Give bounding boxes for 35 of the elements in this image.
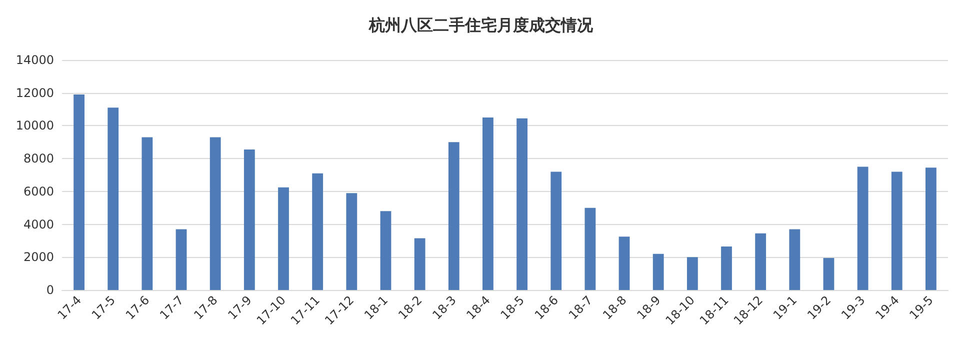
bar	[346, 193, 358, 290]
bar	[278, 187, 289, 290]
bar	[789, 229, 800, 290]
bar	[312, 173, 324, 290]
bar	[176, 229, 187, 290]
y-tick-label: 10000	[16, 118, 54, 133]
bar	[482, 118, 494, 290]
bar	[584, 208, 596, 290]
bar	[380, 211, 392, 290]
bar	[210, 137, 221, 290]
bar	[721, 246, 732, 290]
y-tick-label: 8000	[23, 152, 54, 166]
y-tick-label: 2000	[23, 250, 54, 264]
bar	[74, 94, 84, 290]
y-tick-label: 6000	[23, 184, 54, 198]
y-tick-label: 14000	[16, 53, 54, 67]
bar	[857, 166, 868, 290]
y-tick-label: 12000	[16, 86, 54, 100]
bar	[618, 236, 630, 290]
y-tick-label: 4000	[23, 217, 54, 232]
bar	[244, 150, 255, 290]
bar	[550, 172, 562, 290]
y-tick-label: 0	[46, 283, 54, 297]
bar	[686, 257, 698, 290]
bar	[516, 118, 528, 290]
bar	[891, 172, 902, 290]
chart-title: 杭州八区二手住宅月度成交情况	[368, 16, 594, 34]
bar	[448, 142, 460, 290]
bar	[652, 254, 664, 290]
bar	[414, 238, 426, 290]
bar	[823, 258, 834, 290]
bar	[108, 108, 119, 290]
bar	[755, 233, 766, 290]
bar	[142, 137, 153, 290]
bar	[926, 168, 936, 290]
